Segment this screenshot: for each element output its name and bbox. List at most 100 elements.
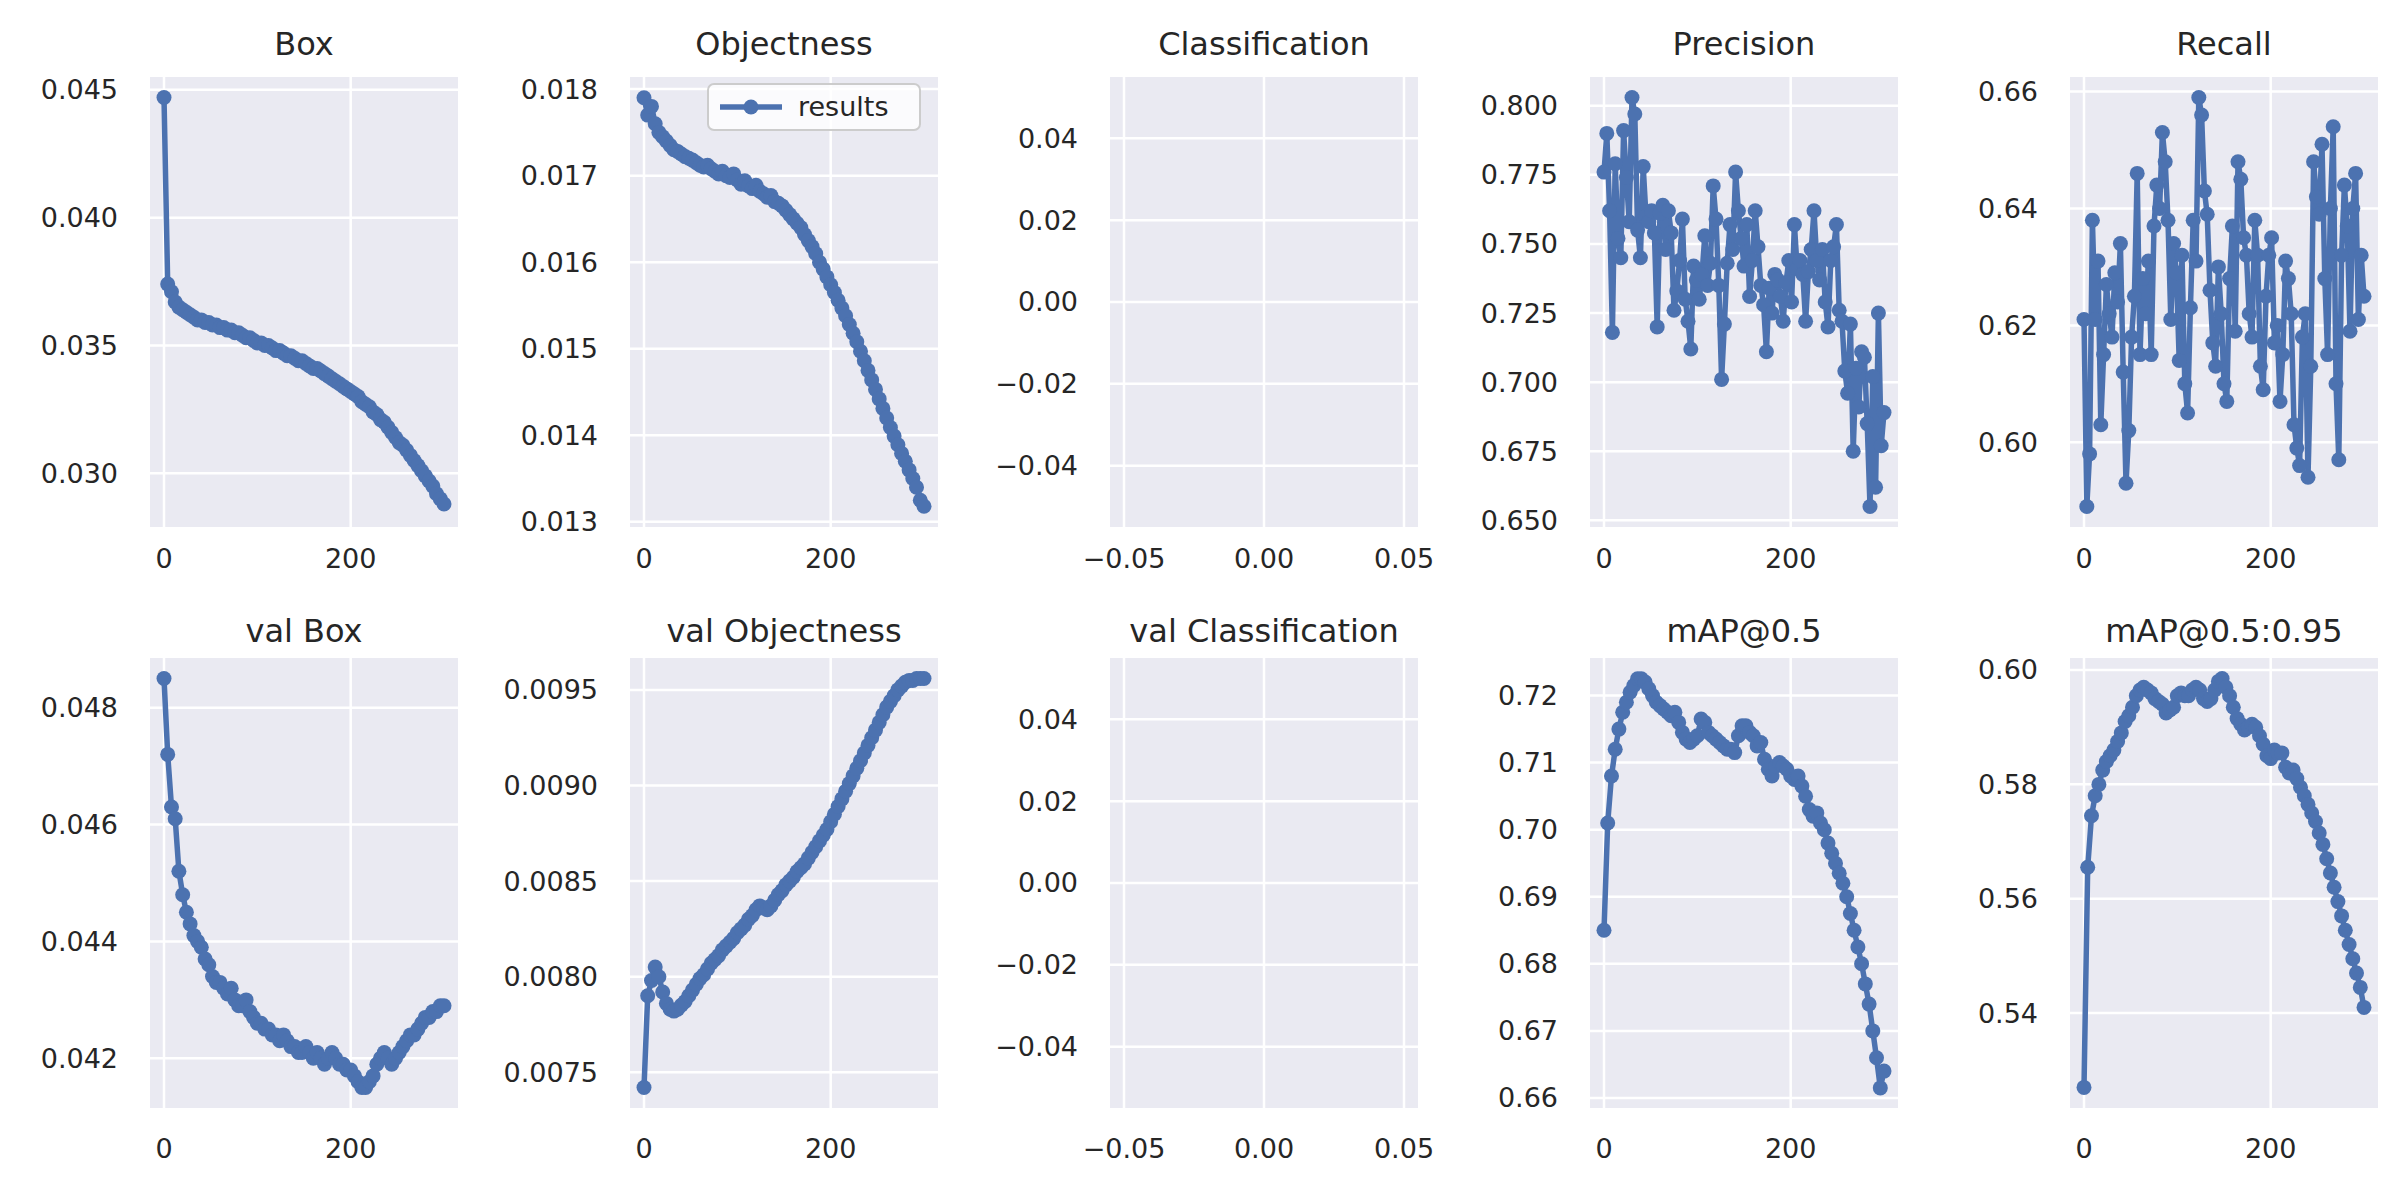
x-tick-label: 200 [2245,543,2297,574]
data-point-marker [2274,745,2289,760]
data-point-marker [1734,231,1749,246]
data-point-marker [1817,822,1832,837]
data-point-marker [2315,137,2330,152]
data-point-marker [2348,166,2363,181]
y-tick-label: 0.62 [1978,310,2038,341]
data-point-marker [2273,394,2288,409]
x-tick-label: 0 [635,1133,652,1164]
y-tick-label: 0.018 [521,74,598,105]
chart-val-classification: val Classification−0.04−0.020.000.020.04… [960,600,1440,1200]
data-point-marker [2281,271,2296,286]
data-point-marker [1604,769,1619,784]
chart-map-0-5-0-95: mAP@0.5:0.950.540.560.580.600200 [1920,600,2400,1200]
data-point-marker [1608,742,1623,757]
data-point-marker [1823,253,1838,268]
data-point-marker [2091,254,2106,269]
data-point-marker [1608,156,1623,171]
data-point-marker [1779,275,1794,290]
data-point-marker [2222,271,2237,286]
data-point-marker [1742,289,1757,304]
data-point-marker [1683,342,1698,357]
data-point-marker [2323,866,2338,881]
figure-canvas: Box0.0300.0350.0400.0450200Objectness0.0… [0,0,2400,1200]
data-point-marker [2194,108,2209,123]
data-point-marker [1727,745,1742,760]
data-point-marker [2315,837,2330,852]
data-point-marker [1605,325,1620,340]
data-point-marker [2278,254,2293,269]
data-point-marker [2121,423,2136,438]
data-point-marker [1854,956,1869,971]
data-point-marker [1857,350,1872,365]
y-tick-label: 0.71 [1498,747,1558,778]
data-point-marker [1858,976,1873,991]
y-tick-label: 0.013 [521,506,598,537]
data-point-marker [2334,908,2349,923]
chart-precision: Precision0.6500.6750.7000.7250.7500.7750… [1440,0,1920,600]
data-point-marker [2357,1000,2372,1015]
data-point-marker [437,998,452,1013]
data-point-marker [1874,438,1889,453]
data-point-marker [437,497,452,512]
data-point-marker [2353,980,2368,995]
data-point-marker [2331,452,2346,467]
data-point-marker [1731,203,1746,218]
y-tick-label: 0.017 [521,160,598,191]
data-point-marker [2319,851,2334,866]
x-tick-label: 0 [2075,1133,2092,1164]
data-point-marker [2261,248,2276,263]
chart-title: Precision [1673,25,1816,63]
data-point-marker [1826,239,1841,254]
data-point-marker [1658,242,1673,257]
data-point-marker [1681,314,1696,329]
data-point-marker [2295,330,2310,345]
data-point-marker [1821,319,1836,334]
x-tick-label: 0 [155,543,172,574]
data-point-marker [2175,248,2190,263]
data-point-marker [2245,330,2260,345]
data-point-marker [1720,256,1735,271]
data-point-marker [917,671,932,686]
x-tick-label: 0 [155,1133,172,1164]
data-point-marker [2208,359,2223,374]
data-point-marker [2149,178,2164,193]
data-point-marker [2275,347,2290,362]
data-point-marker [2138,306,2153,321]
data-point-marker [157,90,172,105]
y-tick-label: 0.64 [1978,193,2038,224]
data-point-marker [1798,789,1813,804]
y-tick-label: 0.015 [521,333,598,364]
data-point-marker [2113,236,2128,251]
data-point-marker [644,99,659,114]
data-point-marker [1745,253,1760,268]
data-point-marker [2327,880,2342,895]
data-point-marker [2080,860,2095,875]
data-point-marker [1613,250,1628,265]
data-point-marker [2231,154,2246,169]
data-point-marker [1672,253,1687,268]
data-point-marker [157,671,172,686]
data-point-marker [1706,178,1721,193]
chart-val-objectness: val Objectness0.00750.00800.00850.00900.… [480,600,960,1200]
y-tick-label: 0.045 [41,74,118,105]
x-tick-label: 200 [2245,1133,2297,1164]
data-point-marker [2107,265,2122,280]
data-point-marker [2317,271,2332,286]
data-point-marker [2079,499,2094,514]
data-point-marker [2259,289,2274,304]
y-tick-label: 0.66 [1978,76,2038,107]
data-point-marker [2144,347,2159,362]
data-point-marker [2349,966,2364,981]
data-point-marker [1862,997,1877,1012]
data-point-marker [2105,330,2120,345]
data-point-marker [1602,203,1617,218]
data-point-marker [1818,295,1833,310]
data-point-marker [2306,154,2321,169]
data-point-marker [2197,184,2212,199]
y-tick-label: 0.04 [1018,123,1078,154]
data-point-marker [2158,154,2173,169]
data-point-marker [2186,213,2201,228]
data-point-marker [1877,1064,1892,1079]
data-point-marker [1709,212,1724,227]
data-point-marker [1636,159,1651,174]
